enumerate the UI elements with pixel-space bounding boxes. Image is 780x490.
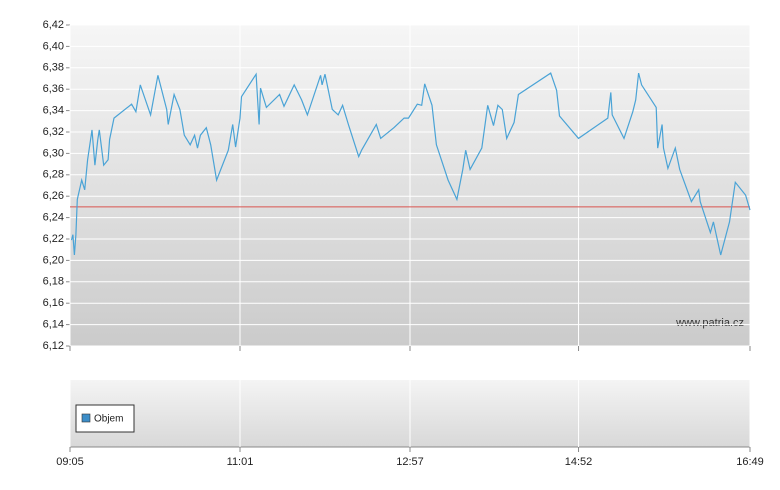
legend-swatch	[81, 413, 91, 423]
y-tick-label: 6,28	[43, 169, 64, 181]
y-tick-label: 6,26	[43, 190, 64, 202]
y-tick-label: 6,14	[43, 319, 64, 331]
price-line	[70, 72, 751, 256]
y-tick-label: 6,24	[43, 212, 64, 224]
legend-label: Objem	[94, 414, 123, 425]
x-tick-label: 09:05	[56, 456, 84, 468]
y-tick-label: 6,30	[43, 147, 64, 159]
y-tick-label: 6,40	[43, 40, 64, 52]
y-tick-label: 6,36	[43, 83, 64, 95]
y-tick-label: 6,16	[43, 297, 64, 309]
y-tick-label: 6,18	[43, 276, 64, 288]
y-tick-label: 6,38	[43, 62, 64, 74]
y-tick-label: 6,42	[43, 19, 64, 31]
y-tick-label: 6,12	[43, 340, 64, 352]
x-tick-label: 11:01	[227, 456, 254, 468]
y-tick-label: 6,34	[43, 105, 64, 117]
x-tick-label: 12:57	[396, 456, 424, 468]
y-tick-label: 6,22	[43, 233, 64, 245]
x-tick-label: 16:49	[736, 456, 764, 468]
y-tick-label: 6,20	[43, 254, 64, 266]
x-tick-label: 14:52	[565, 456, 593, 468]
watermark: www.patria.cz	[675, 317, 744, 329]
y-tick-label: 6,32	[43, 126, 64, 138]
